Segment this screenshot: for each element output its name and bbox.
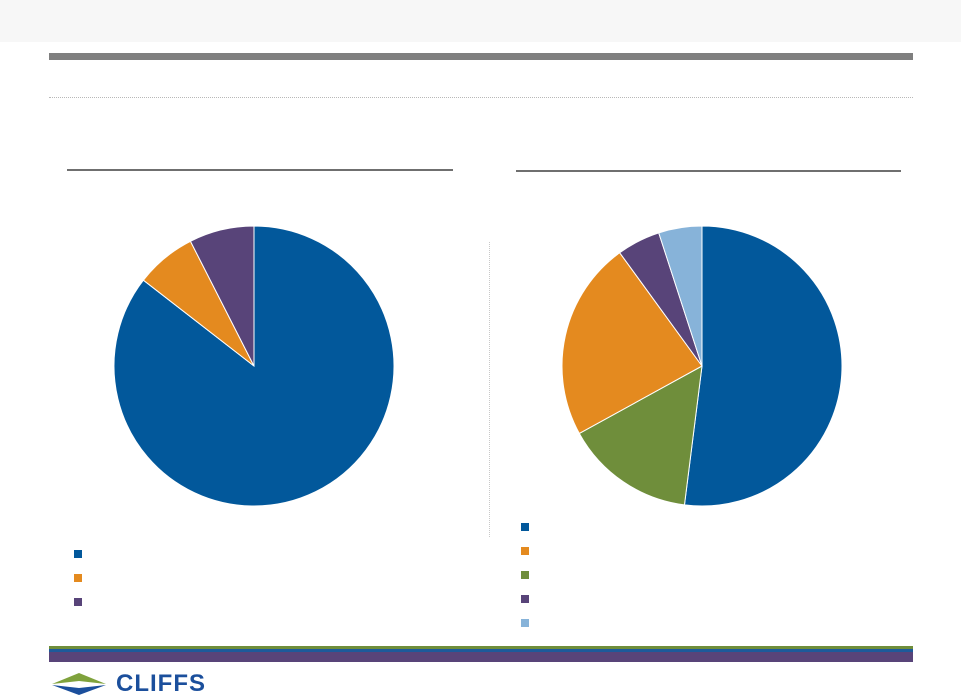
right-legend-swatch <box>521 571 529 579</box>
footer-stripes <box>49 646 913 662</box>
title-bar <box>49 53 913 60</box>
pie-right-slice-3 <box>561 252 703 435</box>
left-legend-swatch <box>74 574 82 582</box>
right-legend-swatch <box>521 595 529 603</box>
footer-stripe-green <box>49 646 913 649</box>
cliffs-logo-mark-icon <box>52 673 106 695</box>
chart-divider <box>489 242 490 537</box>
right-chart-heading-rule <box>516 170 901 172</box>
pie-right-slice-5 <box>658 225 703 367</box>
pie-right-slice-2 <box>578 365 703 506</box>
left-legend-swatch <box>74 550 82 558</box>
right-legend-swatch <box>521 547 529 555</box>
header-band <box>0 0 961 42</box>
logo-text: CLIFFS <box>116 670 206 697</box>
left-legend-swatch <box>74 598 82 606</box>
right-legend-swatch <box>521 523 529 531</box>
left-chart-heading-rule <box>67 169 453 171</box>
pie-right-slice-1 <box>683 225 843 507</box>
footer-stripe-blue <box>49 649 913 652</box>
right-legend-swatch <box>521 619 529 627</box>
pie-left-slice-3 <box>189 225 255 367</box>
title-underline <box>49 97 913 98</box>
footer-stripe-purple <box>49 652 913 662</box>
cliffs-logo: CLIFFS <box>52 671 252 697</box>
